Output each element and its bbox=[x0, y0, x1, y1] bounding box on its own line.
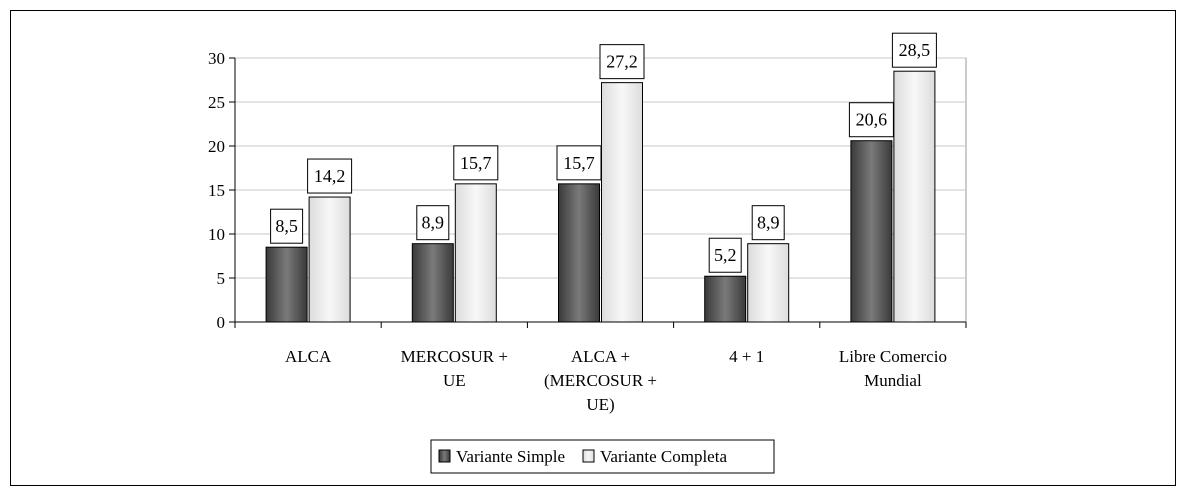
legend-swatch-completa bbox=[582, 449, 595, 463]
x-category-label: Libre Comercio bbox=[839, 347, 947, 366]
bar-variante-simple bbox=[558, 183, 600, 323]
y-tick-label: 0 bbox=[217, 313, 226, 332]
x-category-label: (MERCOSUR + bbox=[544, 371, 657, 390]
bar-variante-completa bbox=[308, 196, 351, 323]
x-category-label: 4 + 1 bbox=[729, 347, 764, 366]
data-label: 15,7 bbox=[563, 153, 595, 173]
legend-swatch-simple bbox=[438, 449, 451, 463]
bars bbox=[265, 70, 936, 323]
y-tick-label: 15 bbox=[208, 181, 225, 200]
bar-variante-completa bbox=[454, 183, 497, 323]
y-tick-label: 25 bbox=[208, 93, 225, 112]
data-label: 20,6 bbox=[856, 110, 888, 130]
y-tick-label: 30 bbox=[208, 49, 225, 68]
data-label-box bbox=[270, 208, 304, 244]
data-label-box bbox=[307, 158, 353, 194]
bar-variante-simple bbox=[411, 243, 454, 323]
data-label-box bbox=[891, 32, 937, 68]
y-tick-label: 10 bbox=[208, 225, 225, 244]
bar-variante-simple bbox=[265, 246, 308, 323]
bar-variante-simple bbox=[850, 140, 893, 323]
data-label-box bbox=[453, 145, 499, 181]
data-label: 15,7 bbox=[460, 153, 492, 173]
data-label: 27,2 bbox=[606, 52, 638, 72]
y-tick-label: 5 bbox=[217, 269, 226, 288]
axes: 0 5 10 15 20 25 30 ALCA MERCOSUR + UE ALCA + (MERCO… bbox=[208, 49, 967, 414]
x-category-label: UE bbox=[443, 371, 466, 390]
x-category-label: Mundial bbox=[864, 371, 922, 390]
bar-variante-completa bbox=[601, 82, 643, 323]
data-label-box bbox=[848, 102, 894, 138]
data-label: 5,2 bbox=[714, 245, 737, 265]
data-label: 8,9 bbox=[757, 213, 780, 233]
x-category-label: MERCOSUR + bbox=[401, 347, 508, 366]
data-label: 14,2 bbox=[314, 166, 346, 186]
legend-label: Variante Simple bbox=[456, 447, 565, 466]
data-label-box bbox=[416, 205, 450, 241]
data-label-box bbox=[599, 44, 645, 80]
data-label-box bbox=[708, 237, 742, 273]
data-label: 8,5 bbox=[275, 216, 298, 236]
x-category-label: ALCA bbox=[285, 347, 332, 366]
bar-variante-completa bbox=[747, 243, 790, 323]
legend: Variante Simple Variante Completa bbox=[430, 439, 775, 474]
data-label-box bbox=[556, 145, 602, 181]
legend-label: Variante Completa bbox=[600, 447, 727, 466]
data-label-box bbox=[751, 205, 785, 241]
data-label: 28,5 bbox=[899, 40, 931, 60]
data-labels: 8,5 14,2 8,9 15,7 15,7 27,2 5,2 8,9 20,6 28,5 bbox=[270, 32, 937, 273]
legend-box bbox=[430, 439, 775, 474]
y-tick-label: 20 bbox=[208, 137, 225, 156]
bar-variante-completa bbox=[893, 70, 936, 323]
data-label: 8,9 bbox=[422, 213, 445, 233]
x-category-label: UE) bbox=[586, 395, 614, 414]
bar-variante-simple bbox=[704, 275, 747, 323]
x-category-label: ALCA + bbox=[571, 347, 630, 366]
